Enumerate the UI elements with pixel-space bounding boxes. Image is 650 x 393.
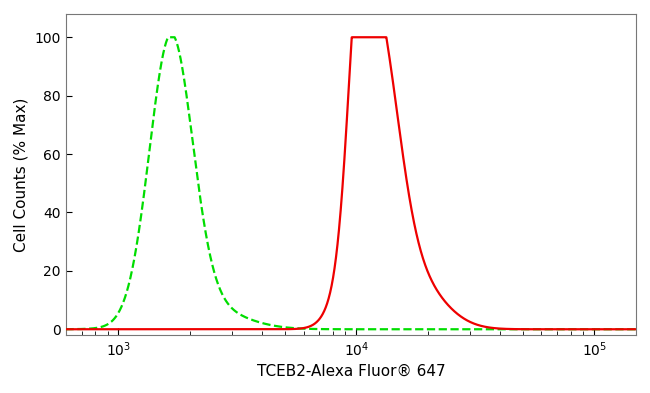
X-axis label: TCEB2-Alexa Fluor® 647: TCEB2-Alexa Fluor® 647 bbox=[257, 364, 445, 379]
Y-axis label: Cell Counts (% Max): Cell Counts (% Max) bbox=[14, 97, 29, 252]
